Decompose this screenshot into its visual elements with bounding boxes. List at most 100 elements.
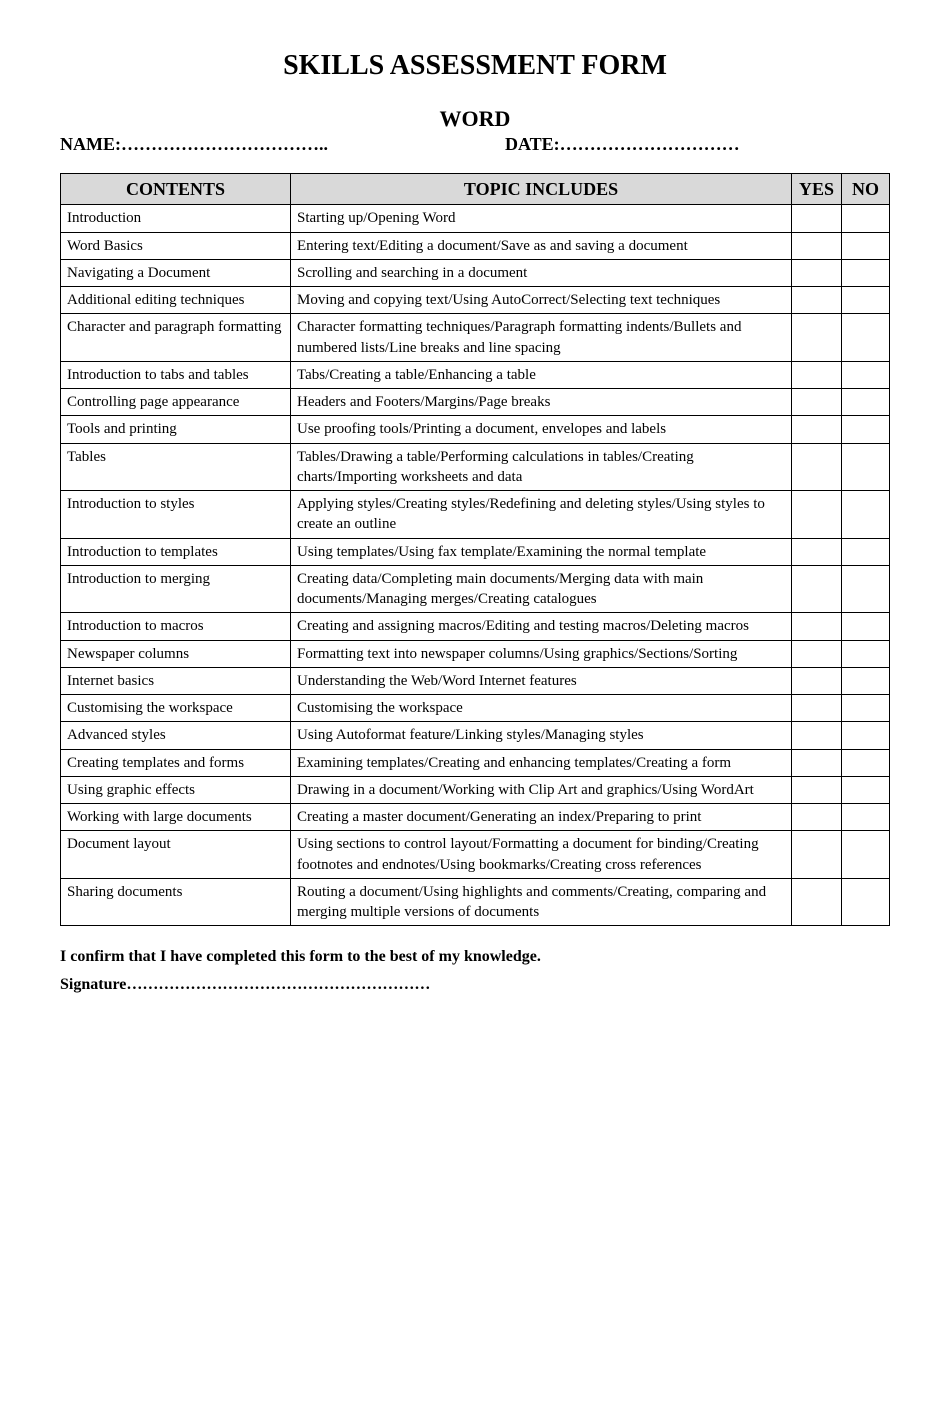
table-row: Introduction to tabs and tablesTabs/Crea…: [61, 361, 890, 388]
date-field[interactable]: DATE:…………………………: [445, 134, 890, 155]
cell-contents: Introduction to macros: [61, 613, 291, 640]
cell-topic: Starting up/Opening Word: [291, 205, 792, 232]
cell-contents: Sharing documents: [61, 878, 291, 926]
table-row: Using graphic effectsDrawing in a docume…: [61, 776, 890, 803]
table-row: Sharing documentsRouting a document/Usin…: [61, 878, 890, 926]
cell-no[interactable]: [842, 287, 890, 314]
cell-topic: Routing a document/Using highlights and …: [291, 878, 792, 926]
cell-yes[interactable]: [792, 259, 842, 286]
cell-contents: Creating templates and forms: [61, 749, 291, 776]
cell-yes[interactable]: [792, 878, 842, 926]
cell-no[interactable]: [842, 804, 890, 831]
page-title: SKILLS ASSESSMENT FORM: [60, 50, 890, 82]
cell-yes[interactable]: [792, 667, 842, 694]
cell-no[interactable]: [842, 722, 890, 749]
cell-contents: Introduction to tabs and tables: [61, 361, 291, 388]
cell-yes[interactable]: [792, 314, 842, 362]
cell-yes[interactable]: [792, 776, 842, 803]
table-row: Word BasicsEntering text/Editing a docum…: [61, 232, 890, 259]
cell-topic: Using sections to control layout/Formatt…: [291, 831, 792, 879]
cell-no[interactable]: [842, 831, 890, 879]
cell-contents: Working with large documents: [61, 804, 291, 831]
cell-topic: Scrolling and searching in a document: [291, 259, 792, 286]
cell-yes[interactable]: [792, 804, 842, 831]
table-row: Customising the workspaceCustomising the…: [61, 695, 890, 722]
cell-topic: Examining templates/Creating and enhanci…: [291, 749, 792, 776]
cell-yes[interactable]: [792, 491, 842, 539]
cell-yes[interactable]: [792, 831, 842, 879]
cell-yes[interactable]: [792, 538, 842, 565]
header-yes: YES: [792, 174, 842, 205]
cell-contents: Document layout: [61, 831, 291, 879]
cell-topic: Customising the workspace: [291, 695, 792, 722]
cell-yes[interactable]: [792, 695, 842, 722]
cell-yes[interactable]: [792, 389, 842, 416]
cell-no[interactable]: [842, 416, 890, 443]
cell-no[interactable]: [842, 613, 890, 640]
cell-no[interactable]: [842, 695, 890, 722]
cell-yes[interactable]: [792, 443, 842, 491]
cell-topic: Creating and assigning macros/Editing an…: [291, 613, 792, 640]
header-topic: TOPIC INCLUDES: [291, 174, 792, 205]
name-field[interactable]: NAME:……………………………..: [60, 134, 445, 155]
cell-yes[interactable]: [792, 232, 842, 259]
cell-yes[interactable]: [792, 416, 842, 443]
table-row: Internet basicsUnderstanding the Web/Wor…: [61, 667, 890, 694]
cell-contents: Tools and printing: [61, 416, 291, 443]
table-row: Introduction to stylesApplying styles/Cr…: [61, 491, 890, 539]
cell-yes[interactable]: [792, 565, 842, 613]
cell-no[interactable]: [842, 205, 890, 232]
cell-no[interactable]: [842, 878, 890, 926]
cell-yes[interactable]: [792, 749, 842, 776]
cell-no[interactable]: [842, 389, 890, 416]
cell-topic: Moving and copying text/Using AutoCorrec…: [291, 287, 792, 314]
cell-no[interactable]: [842, 491, 890, 539]
table-row: Navigating a DocumentScrolling and searc…: [61, 259, 890, 286]
confirm-text: I confirm that I have completed this for…: [60, 948, 890, 966]
cell-yes[interactable]: [792, 205, 842, 232]
cell-no[interactable]: [842, 565, 890, 613]
name-date-row: NAME:…………………………….. DATE:…………………………: [60, 134, 890, 155]
table-row: Creating templates and formsExamining te…: [61, 749, 890, 776]
cell-no[interactable]: [842, 667, 890, 694]
cell-no[interactable]: [842, 314, 890, 362]
cell-topic: Applying styles/Creating styles/Redefini…: [291, 491, 792, 539]
cell-topic: Using Autoformat feature/Linking styles/…: [291, 722, 792, 749]
table-row: Character and paragraph formattingCharac…: [61, 314, 890, 362]
cell-contents: Customising the workspace: [61, 695, 291, 722]
cell-yes[interactable]: [792, 722, 842, 749]
table-row: Controlling page appearanceHeaders and F…: [61, 389, 890, 416]
cell-contents: Introduction to merging: [61, 565, 291, 613]
cell-no[interactable]: [842, 259, 890, 286]
cell-topic: Formatting text into newspaper columns/U…: [291, 640, 792, 667]
cell-contents: Word Basics: [61, 232, 291, 259]
table-row: Introduction to macrosCreating and assig…: [61, 613, 890, 640]
cell-no[interactable]: [842, 232, 890, 259]
cell-yes[interactable]: [792, 287, 842, 314]
cell-no[interactable]: [842, 361, 890, 388]
cell-contents: Tables: [61, 443, 291, 491]
subtitle: WORD: [60, 106, 890, 132]
cell-topic: Using templates/Using fax template/Exami…: [291, 538, 792, 565]
cell-yes[interactable]: [792, 640, 842, 667]
cell-no[interactable]: [842, 538, 890, 565]
header-contents: CONTENTS: [61, 174, 291, 205]
table-header-row: CONTENTS TOPIC INCLUDES YES NO: [61, 174, 890, 205]
cell-no[interactable]: [842, 443, 890, 491]
cell-topic: Headers and Footers/Margins/Page breaks: [291, 389, 792, 416]
cell-no[interactable]: [842, 776, 890, 803]
table-row: Tools and printingUse proofing tools/Pri…: [61, 416, 890, 443]
skills-table: CONTENTS TOPIC INCLUDES YES NO Introduct…: [60, 173, 890, 926]
cell-contents: Introduction to templates: [61, 538, 291, 565]
cell-topic: Understanding the Web/Word Internet feat…: [291, 667, 792, 694]
cell-yes[interactable]: [792, 361, 842, 388]
cell-topic: Character formatting techniques/Paragrap…: [291, 314, 792, 362]
cell-no[interactable]: [842, 640, 890, 667]
cell-topic: Creating data/Completing main documents/…: [291, 565, 792, 613]
signature-line[interactable]: Signature…………………………………………………: [60, 976, 890, 994]
cell-yes[interactable]: [792, 613, 842, 640]
cell-topic: Use proofing tools/Printing a document, …: [291, 416, 792, 443]
cell-contents: Newspaper columns: [61, 640, 291, 667]
cell-no[interactable]: [842, 749, 890, 776]
table-row: Document layoutUsing sections to control…: [61, 831, 890, 879]
